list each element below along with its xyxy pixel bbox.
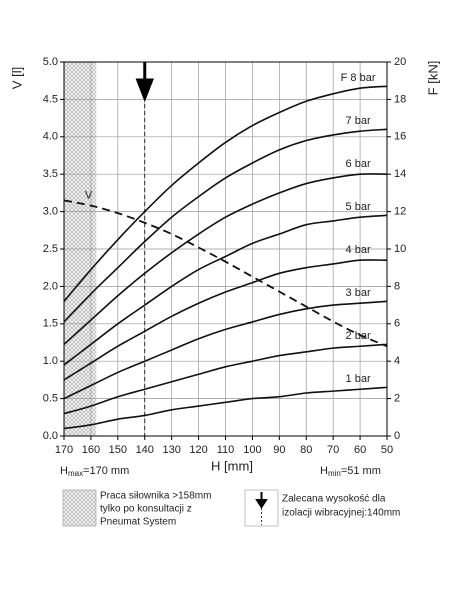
hmin-label: Hmin=51 mm bbox=[320, 465, 381, 478]
recommended-arrow bbox=[135, 62, 154, 103]
x-tick-label: 160 bbox=[82, 444, 100, 456]
y2-tick-label: 12 bbox=[394, 206, 406, 218]
x-tick-label: 80 bbox=[300, 444, 312, 456]
y-axis-title: V [l] bbox=[9, 67, 24, 89]
y-tick-label: 2.0 bbox=[43, 280, 58, 292]
y2-tick-label: 8 bbox=[394, 280, 400, 292]
series-line bbox=[63, 343, 388, 415]
x-tick-label: 90 bbox=[273, 444, 285, 456]
series-line bbox=[63, 300, 388, 400]
series-label: 2 bar bbox=[346, 330, 371, 342]
y2-tick-label: 14 bbox=[394, 168, 406, 180]
legend-text: Praca siłownika >158mm bbox=[100, 491, 211, 502]
series-label: 4 bar bbox=[346, 244, 371, 256]
series-line bbox=[63, 214, 388, 366]
y2-tick-label: 6 bbox=[394, 318, 400, 330]
y2-tick-label: 20 bbox=[394, 56, 406, 68]
y-tick-label: 1.0 bbox=[43, 355, 58, 367]
series-line bbox=[63, 259, 388, 381]
y2-tick-label: 4 bbox=[394, 355, 400, 367]
series-line bbox=[63, 85, 388, 302]
x-tick-label: 100 bbox=[243, 444, 261, 456]
x-tick-label: 120 bbox=[189, 444, 207, 456]
x-tick-label: 140 bbox=[136, 444, 154, 456]
y2-tick-label: 0 bbox=[394, 430, 400, 442]
y-tick-label: 4.5 bbox=[43, 93, 58, 105]
y-tick-label: 2.5 bbox=[43, 243, 58, 255]
x-tick-label: 150 bbox=[109, 444, 127, 456]
series-label: 5 bar bbox=[346, 201, 371, 213]
series-label: F 8 bar bbox=[341, 72, 376, 84]
x-tick-label: 50 bbox=[381, 444, 393, 456]
series-label: 1 bar bbox=[346, 373, 371, 385]
series-line bbox=[63, 386, 388, 430]
series-label: V bbox=[85, 190, 93, 202]
series-label: 6 bar bbox=[346, 158, 371, 170]
y2-axis-title: F [kN] bbox=[425, 61, 440, 96]
legend-text: tylko po konsultacji z bbox=[100, 504, 192, 515]
y2-tick-label: 18 bbox=[394, 93, 406, 105]
y-tick-label: 0.0 bbox=[43, 430, 58, 442]
y-tick-label: 4.0 bbox=[43, 131, 58, 143]
legend-text: izolacji wibracyjnej:140mm bbox=[282, 508, 400, 519]
plot-frame bbox=[63, 61, 388, 437]
series-line bbox=[63, 199, 388, 348]
y-tick-label: 0.5 bbox=[43, 393, 58, 405]
y2-tick-label: 10 bbox=[394, 243, 406, 255]
y-tick-label: 3.0 bbox=[43, 206, 58, 218]
y2-tick-label: 16 bbox=[394, 131, 406, 143]
y-tick-label: 3.5 bbox=[43, 168, 58, 180]
y-tick-label: 5.0 bbox=[43, 56, 58, 68]
legend-hatch-swatch bbox=[62, 489, 97, 527]
y-tick-label: 1.5 bbox=[43, 318, 58, 330]
x-tick-label: 110 bbox=[217, 444, 235, 456]
legend-text: Pneumat System bbox=[100, 517, 176, 528]
series-line bbox=[63, 128, 388, 323]
legend-text: Zalecana wysokość dla bbox=[282, 494, 386, 505]
x-axis-title: H [mm] bbox=[211, 458, 253, 473]
x-tick-label: 170 bbox=[55, 444, 73, 456]
x-tick-label: 130 bbox=[162, 444, 180, 456]
series-label: 7 bar bbox=[346, 115, 371, 127]
series-label: 3 bar bbox=[346, 287, 371, 299]
y2-tick-label: 2 bbox=[394, 393, 400, 405]
legend-arrow-icon bbox=[255, 492, 268, 509]
hmax-label: Hmax=170 mm bbox=[60, 465, 129, 478]
series-line bbox=[63, 173, 388, 345]
x-tick-label: 60 bbox=[354, 444, 366, 456]
x-tick-label: 70 bbox=[327, 444, 339, 456]
